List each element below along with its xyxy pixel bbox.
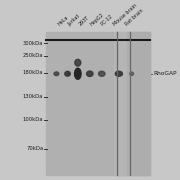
Text: 180kDa: 180kDa [23, 70, 43, 75]
Ellipse shape [98, 71, 105, 76]
Ellipse shape [65, 71, 70, 76]
Text: 293T: 293T [78, 15, 90, 27]
Text: HeLa: HeLa [57, 15, 69, 27]
Text: 130kDa: 130kDa [23, 94, 43, 99]
Text: RhoGAP: RhoGAP [153, 71, 177, 76]
Text: 70kDa: 70kDa [26, 146, 43, 151]
Ellipse shape [130, 72, 134, 75]
Ellipse shape [54, 72, 59, 76]
Text: 300kDa: 300kDa [23, 41, 43, 46]
Bar [46, 32, 150, 175]
Ellipse shape [75, 68, 81, 79]
Ellipse shape [87, 71, 93, 76]
Ellipse shape [115, 71, 122, 76]
Text: 250kDa: 250kDa [23, 53, 43, 58]
Text: PC-12: PC-12 [100, 14, 114, 27]
Bar [114, 32, 127, 175]
Text: 100kDa: 100kDa [23, 117, 43, 122]
Ellipse shape [75, 59, 81, 66]
Text: Jurkat: Jurkat [67, 14, 81, 27]
Bar [127, 32, 150, 175]
Text: Rat brain: Rat brain [124, 8, 144, 27]
Text: Mouse brain: Mouse brain [112, 3, 138, 27]
Text: HepG2: HepG2 [89, 12, 105, 27]
